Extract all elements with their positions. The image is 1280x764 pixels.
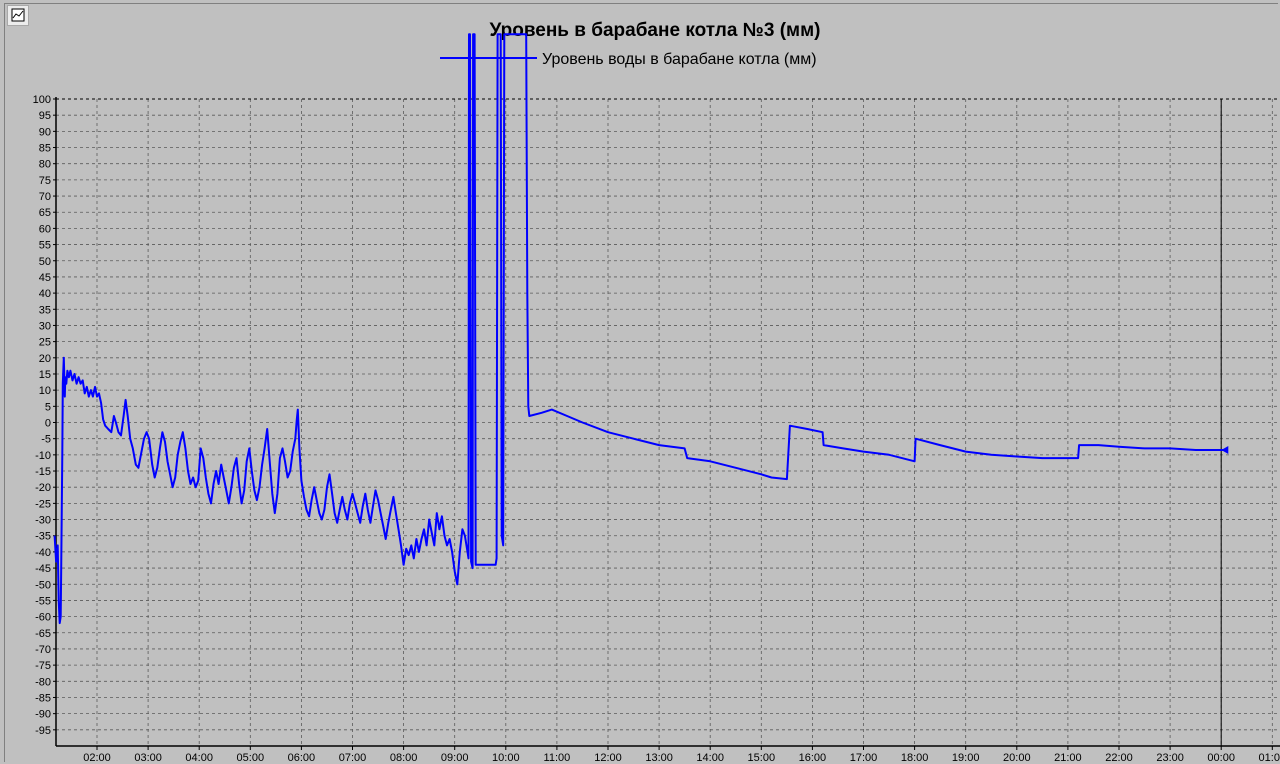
legend: Уровень воды в барабане котла (мм): [440, 51, 817, 68]
y-tick-label: 10: [39, 385, 51, 397]
y-tick-label: -75: [35, 660, 51, 672]
x-tick-label: 07:00: [339, 752, 367, 764]
axes: [53, 97, 1280, 750]
series-end-marker: [1221, 445, 1229, 454]
x-tick-label: 06:00: [288, 752, 316, 764]
x-tick-label: 04:00: [185, 752, 213, 764]
x-tick-label: 16:00: [799, 752, 827, 764]
y-tick-label: -65: [35, 628, 51, 640]
y-tick-label: 60: [39, 223, 51, 235]
y-tick-label: -55: [35, 595, 51, 607]
y-tick-label: 55: [39, 240, 51, 252]
y-tick-label: -85: [35, 692, 51, 704]
y-tick-label: -5: [41, 434, 51, 446]
series-line: [53, 33, 1227, 625]
chart-properties-icon: [11, 8, 25, 22]
y-tick-label: 35: [39, 304, 51, 316]
chart-panel: [4, 3, 1278, 762]
x-tick-label: 23:00: [1156, 752, 1184, 764]
y-tick-label: 15: [39, 369, 51, 381]
x-tick-label: 01:00: [1259, 752, 1280, 764]
x-tick-label: 10:00: [492, 752, 520, 764]
y-tick-label: -30: [35, 515, 51, 527]
x-tick-label: 13:00: [645, 752, 673, 764]
y-tick-label: -35: [35, 531, 51, 543]
y-tick-label: -50: [35, 579, 51, 591]
x-tick-label: 18:00: [901, 752, 929, 764]
y-tick-label: -15: [35, 466, 51, 478]
y-tick-label: 85: [39, 143, 51, 155]
x-tick-label: 15:00: [748, 752, 776, 764]
plot-area[interactable]: 1009590858075706560555045403530252015105…: [33, 33, 1280, 764]
y-axis-labels: 1009590858075706560555045403530252015105…: [33, 94, 51, 737]
y-tick-label: 75: [39, 175, 51, 187]
y-tick-label: 45: [39, 272, 51, 284]
x-tick-label: 00:00: [1207, 752, 1235, 764]
y-tick-label: 40: [39, 288, 51, 300]
y-tick-label: 90: [39, 126, 51, 138]
x-tick-label: 19:00: [952, 752, 980, 764]
y-tick-label: -80: [35, 676, 51, 688]
x-tick-label: 21:00: [1054, 752, 1082, 764]
y-tick-label: -45: [35, 563, 51, 575]
chart-properties-button[interactable]: [7, 5, 29, 26]
legend-label: Уровень воды в барабане котла (мм): [542, 51, 817, 68]
y-tick-label: 30: [39, 320, 51, 332]
y-tick-label: -40: [35, 547, 51, 559]
y-tick-label: -90: [35, 709, 51, 721]
x-tick-label: 17:00: [850, 752, 878, 764]
x-axis-labels: 02:00 03:00 04:00 05:00 06:00 07:00 08:00 09:00…: [83, 752, 1280, 764]
y-tick-label: 95: [39, 110, 51, 122]
grid-lines: [56, 98, 1280, 746]
chart-title: Уровень в барабане котла №3 (мм): [490, 20, 821, 41]
y-tick-label: 5: [45, 401, 51, 413]
y-tick-label: 100: [33, 94, 51, 106]
y-tick-label: 50: [39, 256, 51, 268]
y-tick-label: -95: [35, 725, 51, 737]
series-layer: [53, 33, 1229, 625]
x-tick-label: 14:00: [696, 752, 724, 764]
y-tick-label: -70: [35, 644, 51, 656]
y-tick-label: 20: [39, 353, 51, 365]
x-tick-label: 02:00: [83, 752, 111, 764]
x-tick-label: 11:00: [544, 752, 571, 764]
x-tick-label: 12:00: [594, 752, 622, 764]
y-tick-label: -20: [35, 482, 51, 494]
y-tick-label: 25: [39, 337, 51, 349]
x-tick-label: 08:00: [390, 752, 418, 764]
y-tick-label: -10: [35, 450, 51, 462]
x-tick-label: 20:00: [1003, 752, 1031, 764]
y-tick-label: -60: [35, 612, 51, 624]
x-tick-label: 03:00: [134, 752, 162, 764]
y-tick-label: -25: [35, 498, 51, 510]
x-tick-label: 22:00: [1105, 752, 1133, 764]
x-tick-label: 05:00: [237, 752, 265, 764]
x-tick-label: 09:00: [441, 752, 469, 764]
y-tick-label: 80: [39, 159, 51, 171]
y-tick-label: 65: [39, 207, 51, 219]
y-tick-label: 0: [45, 418, 51, 430]
y-tick-label: 70: [39, 191, 51, 203]
